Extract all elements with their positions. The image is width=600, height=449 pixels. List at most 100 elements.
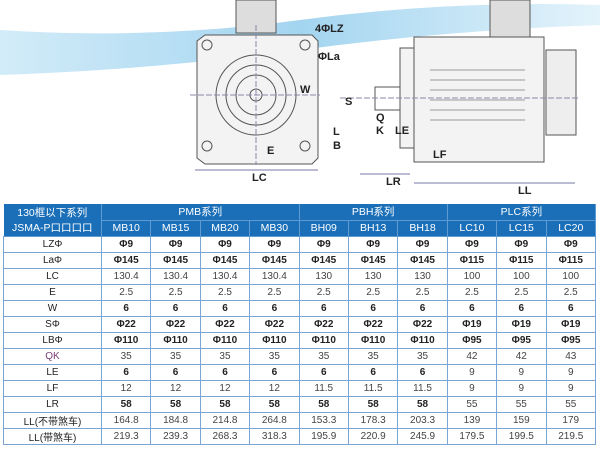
cell-value: 264.8 xyxy=(249,411,300,429)
table-row: SΦ Φ22 Φ22 Φ22 Φ22 Φ22 Φ22 Φ22 Φ19 Φ19 Φ19 xyxy=(3,315,597,333)
corner-header: 130框以下系列 JSMA-P口口口口 xyxy=(3,204,102,237)
cell-value: 9 xyxy=(545,379,597,397)
cell-value: 219.3 xyxy=(100,427,152,445)
cell-value: Φ9 xyxy=(249,235,300,253)
cell-value: Φ9 xyxy=(100,235,152,253)
label-lf: LF xyxy=(433,149,447,161)
model-header: BH09 xyxy=(299,220,349,237)
cell-value: 35 xyxy=(249,347,300,365)
cell-value: 58 xyxy=(199,395,251,413)
cell-value: Φ22 xyxy=(199,315,251,333)
cell-value: Φ9 xyxy=(397,235,448,253)
cell-value: 195.9 xyxy=(298,427,349,445)
label-la: ΦLa xyxy=(318,51,341,63)
cell-value: Φ145 xyxy=(199,251,251,269)
cell-value: 6 xyxy=(446,299,498,317)
cell-value: 6 xyxy=(100,299,152,317)
table-row: LZΦ Φ9 Φ9 Φ9 Φ9 Φ9 Φ9 Φ9 Φ9 Φ9 Φ9 xyxy=(3,235,597,253)
cell-value: 6 xyxy=(347,299,399,317)
dimension-table: 130框以下系列 JSMA-P口口口口 PMB系列 PBH系列 PLC系列 MB10 MB1… xyxy=(3,204,597,445)
cell-value: 2.5 xyxy=(496,283,547,301)
row-label: LL(不带煞车) xyxy=(3,411,102,429)
table-row: LC 130.4 130.4 130.4 130.4 130 130 130 100 100 100 xyxy=(3,267,597,285)
cell-value: 12 xyxy=(100,379,152,397)
cell-value: Φ9 xyxy=(347,235,399,253)
model-header: BH13 xyxy=(348,220,399,237)
cell-value: Φ110 xyxy=(298,331,349,349)
cell-value: 2.5 xyxy=(199,283,251,301)
cell-value: Φ110 xyxy=(397,331,448,349)
cell-value: 214.8 xyxy=(199,411,251,429)
cell-value: 9 xyxy=(446,363,498,381)
cell-value: 55 xyxy=(545,395,597,413)
cell-value: 12 xyxy=(199,379,251,397)
cell-value: Φ110 xyxy=(199,331,251,349)
cell-value: Φ22 xyxy=(150,315,201,333)
cell-value: 184.8 xyxy=(150,411,201,429)
cell-value: Φ22 xyxy=(100,315,152,333)
label-w: W xyxy=(300,84,311,96)
row-label: LC xyxy=(3,267,102,285)
label-lr: LR xyxy=(386,176,401,188)
cell-value: Φ110 xyxy=(249,331,300,349)
table-row: LL(不带煞车) 164.8 184.8 214.8 264.8 153.3 178.3 20… xyxy=(3,411,597,429)
model-header: LC20 xyxy=(546,220,597,237)
cell-value: Φ110 xyxy=(150,331,201,349)
cell-value: 100 xyxy=(446,267,498,285)
front-view xyxy=(190,0,320,171)
cell-value: 6 xyxy=(199,299,251,317)
cell-value: Φ95 xyxy=(545,331,597,349)
cell-value: Φ115 xyxy=(545,251,597,269)
cell-value: 164.8 xyxy=(100,411,152,429)
label-4-lz: 4ΦLZ xyxy=(315,23,344,35)
table-row: LBΦ Φ110 Φ110 Φ110 Φ110 Φ110 Φ110 Φ110 Φ95 Φ95 Φ95 xyxy=(3,331,597,349)
cell-value: 2.5 xyxy=(347,283,399,301)
cell-value: Φ9 xyxy=(446,235,498,253)
model-header: MB30 xyxy=(249,220,300,237)
cell-value: Φ145 xyxy=(397,251,448,269)
cell-value: 35 xyxy=(347,347,399,365)
cell-value: 245.9 xyxy=(397,427,448,445)
label-b: B xyxy=(333,140,341,152)
label-s: S xyxy=(345,96,352,108)
cell-value: 6 xyxy=(545,299,597,317)
cell-value: 58 xyxy=(249,395,300,413)
cell-value: 130.4 xyxy=(100,267,152,285)
series-header: PMB系列 xyxy=(101,204,300,221)
cell-value: 6 xyxy=(199,363,251,381)
model-code-label: JSMA-P口口口口 xyxy=(11,221,93,234)
cell-value: 35 xyxy=(100,347,152,365)
table-row: LR 58 58 58 58 58 58 58 55 55 55 xyxy=(3,395,597,413)
cell-value: 2.5 xyxy=(249,283,300,301)
cell-value: Φ115 xyxy=(496,251,547,269)
cell-value: 35 xyxy=(397,347,448,365)
cell-value: 6 xyxy=(150,363,201,381)
cell-value: 2.5 xyxy=(100,283,152,301)
cell-value: 9 xyxy=(545,363,597,381)
table-row: LE 6 6 6 6 6 6 6 9 9 9 xyxy=(3,363,597,381)
cell-value: 35 xyxy=(298,347,349,365)
table-row: LF 12 12 12 12 11.5 11.5 11.5 9 9 9 xyxy=(3,379,597,397)
cell-value: 6 xyxy=(249,363,300,381)
cell-value: 100 xyxy=(545,267,597,285)
row-label: LL(带煞车) xyxy=(3,427,102,445)
cell-value: 2.5 xyxy=(545,283,597,301)
cell-value: 11.5 xyxy=(298,379,349,397)
cell-value: 130.4 xyxy=(199,267,251,285)
cell-value: 130.4 xyxy=(150,267,201,285)
cell-value: Φ145 xyxy=(298,251,349,269)
cell-value: 58 xyxy=(397,395,448,413)
cell-value: 55 xyxy=(446,395,498,413)
label-le: LE xyxy=(395,125,409,137)
cell-value: 35 xyxy=(150,347,201,365)
cell-value: Φ22 xyxy=(298,315,349,333)
cell-value: Φ145 xyxy=(100,251,152,269)
cell-value: Φ9 xyxy=(199,235,251,253)
cell-value: Φ95 xyxy=(496,331,547,349)
cell-value: Φ19 xyxy=(496,315,547,333)
frame-series-label: 130框以下系列 xyxy=(17,206,88,219)
cell-value: 130.4 xyxy=(249,267,300,285)
cell-value: 6 xyxy=(298,299,349,317)
row-label: QK xyxy=(3,347,102,365)
cell-value: 220.9 xyxy=(347,427,399,445)
